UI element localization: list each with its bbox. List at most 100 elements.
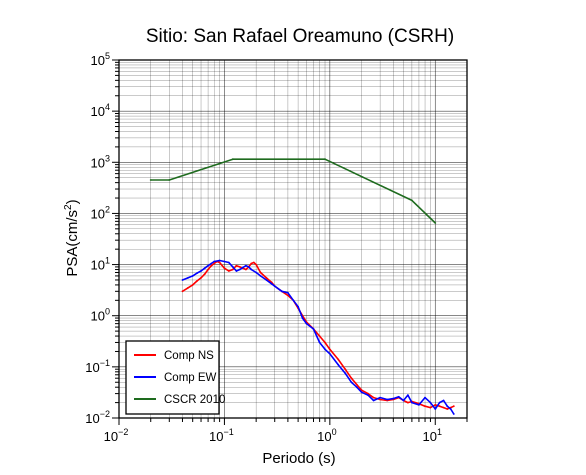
data-point bbox=[181, 279, 184, 281]
data-point bbox=[372, 399, 375, 402]
y-tick-label: 10−2 bbox=[85, 409, 110, 426]
data-point bbox=[238, 266, 241, 268]
y-tick-label: 104 bbox=[91, 102, 110, 119]
data-point bbox=[434, 222, 437, 224]
series-layer bbox=[149, 158, 455, 415]
x-tick-label-exponent: 1 bbox=[437, 427, 442, 437]
data-point bbox=[210, 264, 213, 267]
x-tick-label-base: 10 bbox=[104, 429, 118, 444]
data-point bbox=[255, 271, 258, 274]
data-point bbox=[324, 348, 326, 351]
data-point bbox=[196, 280, 199, 282]
data-point bbox=[213, 262, 216, 265]
data-point bbox=[231, 268, 234, 271]
data-point bbox=[434, 408, 437, 410]
data-point bbox=[245, 264, 247, 267]
data-point bbox=[259, 275, 262, 277]
data-point bbox=[411, 199, 413, 202]
x-tick-label: 100 bbox=[317, 427, 336, 444]
y-tick-label-exponent: −1 bbox=[100, 358, 110, 368]
data-point bbox=[392, 397, 395, 400]
data-point bbox=[367, 394, 369, 396]
y-tick-label-base: 10 bbox=[85, 360, 99, 375]
data-point bbox=[318, 341, 321, 344]
data-point bbox=[337, 358, 340, 361]
data-point bbox=[438, 405, 441, 408]
data-point bbox=[324, 341, 326, 344]
y-tick-label-base: 10 bbox=[91, 53, 105, 68]
data-point bbox=[305, 322, 308, 325]
data-point bbox=[397, 395, 400, 398]
y-tick-label-base: 10 bbox=[91, 309, 105, 324]
series-line-cscr-2010 bbox=[150, 158, 436, 224]
legend: Comp NS Comp EW CSCR 2010 bbox=[125, 340, 225, 415]
series-line-comp-ns bbox=[182, 260, 455, 410]
data-point bbox=[250, 268, 253, 271]
data-point bbox=[429, 406, 432, 409]
y-tick-label-base: 10 bbox=[91, 206, 105, 221]
data-point bbox=[218, 259, 221, 262]
x-tick-label-base: 10 bbox=[209, 429, 223, 444]
data-point bbox=[402, 399, 405, 402]
data-point bbox=[187, 277, 189, 279]
data-point bbox=[429, 401, 432, 404]
data-point bbox=[344, 372, 347, 375]
y-tick-label: 105 bbox=[91, 51, 110, 68]
data-point bbox=[231, 158, 234, 161]
data-point bbox=[280, 290, 283, 293]
y-axis-label-superscript: 2 bbox=[63, 204, 74, 210]
y-tick-label-base: 10 bbox=[85, 411, 99, 426]
series-line-comp-ew bbox=[182, 259, 455, 415]
data-point bbox=[442, 399, 445, 402]
data-point bbox=[287, 291, 289, 294]
data-point bbox=[227, 270, 230, 272]
data-point bbox=[200, 277, 202, 279]
grid-lines bbox=[119, 60, 467, 418]
data-point bbox=[247, 266, 250, 268]
y-tick-label-exponent: 1 bbox=[105, 256, 110, 266]
x-tick-label-base: 10 bbox=[423, 429, 437, 444]
data-point bbox=[213, 260, 216, 263]
x-axis-label: Periodo (s) bbox=[262, 450, 335, 467]
data-point bbox=[379, 396, 381, 399]
y-tick-label: 10−1 bbox=[85, 358, 110, 375]
y-tick-label: 101 bbox=[91, 256, 110, 273]
data-point bbox=[203, 267, 206, 270]
y-tick-label-exponent: 2 bbox=[105, 204, 110, 214]
data-point bbox=[196, 272, 199, 274]
data-point bbox=[418, 404, 420, 406]
series-comp-ns bbox=[181, 260, 455, 410]
data-point bbox=[231, 266, 234, 268]
data-point bbox=[350, 377, 353, 380]
data-point bbox=[379, 398, 381, 401]
plot-frame bbox=[118, 59, 468, 419]
data-point bbox=[187, 287, 189, 289]
data-point bbox=[442, 406, 445, 409]
data-point bbox=[350, 381, 353, 384]
data-point bbox=[255, 263, 258, 266]
x-tick-label-exponent: −1 bbox=[224, 427, 234, 437]
y-axis-label-close: ) bbox=[64, 199, 81, 204]
data-point bbox=[355, 386, 358, 389]
data-point bbox=[386, 398, 389, 401]
chart-title: Sitio: San Rafael Oreamuno (CSRH) bbox=[146, 26, 454, 47]
data-point bbox=[301, 317, 304, 319]
data-point bbox=[446, 408, 449, 410]
data-point bbox=[297, 305, 299, 308]
y-tick-label-exponent: 3 bbox=[105, 153, 110, 163]
series-cscr-2010 bbox=[149, 158, 437, 224]
data-point bbox=[210, 262, 213, 265]
data-point bbox=[235, 270, 238, 272]
data-point bbox=[337, 363, 340, 366]
data-point bbox=[191, 275, 194, 277]
data-point bbox=[292, 299, 295, 302]
data-point bbox=[452, 405, 455, 408]
y-axis-label-main: PSA(cm/s bbox=[64, 210, 81, 277]
data-point bbox=[252, 261, 255, 264]
data-point bbox=[287, 294, 289, 297]
x-tick-label-exponent: −2 bbox=[118, 427, 128, 437]
x-tick-label: 101 bbox=[423, 427, 442, 444]
y-tick-label: 103 bbox=[91, 153, 110, 170]
data-point bbox=[273, 285, 276, 287]
data-point bbox=[424, 396, 426, 399]
